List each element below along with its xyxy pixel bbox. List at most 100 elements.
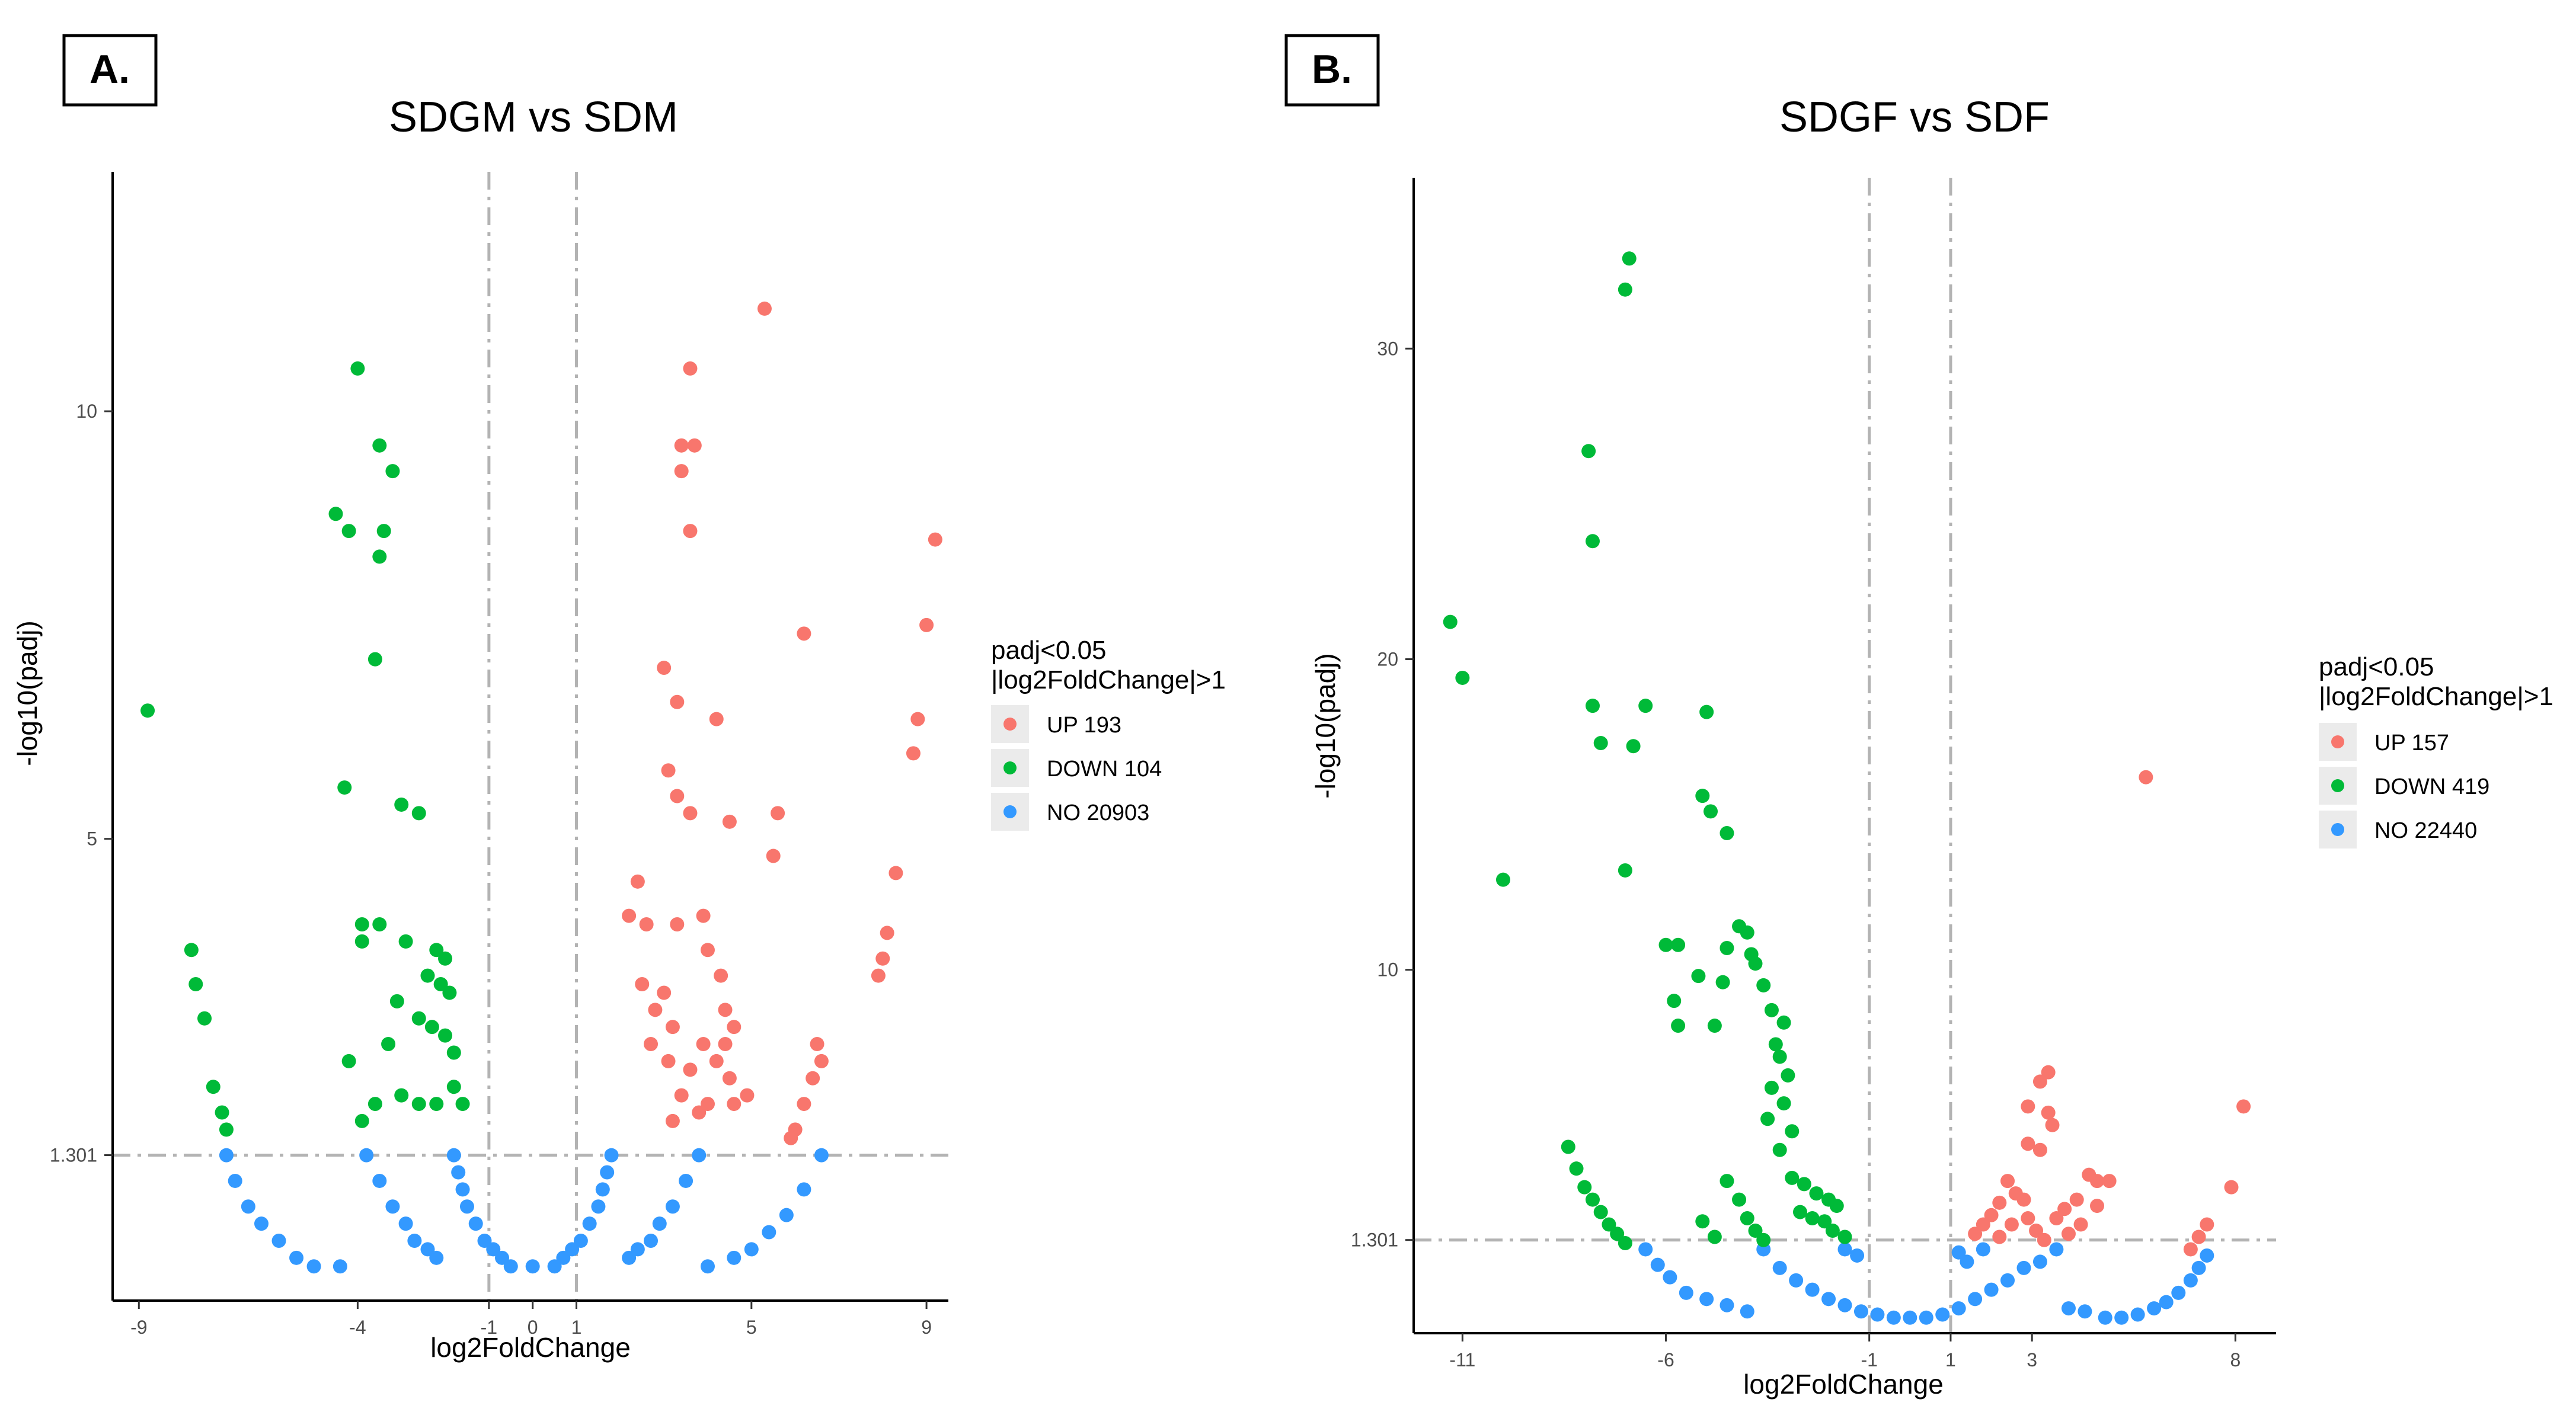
panel-a-label-box (62, 34, 158, 107)
panel-b-down-point (1618, 282, 1632, 297)
panel-a-no-point (486, 1242, 501, 1257)
panel-b-down-point (1455, 670, 1470, 685)
panel-b-no-point (1663, 1270, 1677, 1285)
panel-a-up-point (919, 617, 934, 632)
panel-a-x-tick-label: 0 (528, 1317, 538, 1338)
panel-b-down-point (1610, 1227, 1625, 1241)
panel-a-down-point (354, 1113, 369, 1128)
panel-a-y-tick-label: 10 (76, 401, 97, 422)
panel-b-down-point (1837, 1230, 1852, 1244)
panel-a-no-point (762, 1225, 776, 1240)
panel-b-down-point (1793, 1205, 1808, 1219)
panel-a-no-point (679, 1173, 693, 1188)
panel-a-up-point (692, 1105, 707, 1120)
panel-a-no-point (495, 1250, 510, 1265)
panel-b-no-point (2000, 1273, 2015, 1288)
panel-a-no-point (420, 1242, 435, 1257)
panel-a-down-point (446, 1080, 461, 1094)
panel-b-up-point (2057, 1202, 2072, 1216)
panel-a-up-point (635, 977, 650, 992)
panel-a-no-point (644, 1233, 659, 1248)
panel-a-up-point (910, 712, 925, 726)
panel-b-legend-no-swatch (2331, 823, 2344, 836)
panel-b-no-point (1951, 1301, 1966, 1316)
panel-a-down-point (354, 917, 369, 931)
panel-b-no-point (2147, 1301, 2162, 1316)
panel-b-no-point (1903, 1310, 1917, 1325)
panel-b-legend-title-line-1: padj<0.05 (2319, 652, 2434, 681)
panel-b-legend-up-swatch (2331, 735, 2344, 748)
panel-b-down-point (1695, 1214, 1710, 1229)
panel-b-no-point (1699, 1292, 1714, 1307)
panel-b-up-point (2041, 1065, 2056, 1080)
panel-b-down-point (1618, 863, 1632, 878)
panel-a-down-point (438, 1028, 453, 1043)
panel-a-up-point (722, 814, 737, 829)
panel-b-down-point (1707, 1019, 1722, 1033)
panel-b-no-point (2200, 1248, 2214, 1263)
panel-a-up-point (639, 917, 654, 931)
panel-b-no-point (1837, 1298, 1852, 1312)
panel-b-up-point (2236, 1099, 2251, 1114)
panel-a-up-point (771, 806, 785, 821)
panel-b-y-tick-label: 20 (1377, 649, 1398, 670)
panel-a-up-point (674, 1088, 689, 1103)
panel-a-up-point (709, 712, 724, 726)
panel-b-label-box (1284, 34, 1380, 107)
panel-b-no-point (2191, 1260, 2206, 1275)
panel-a-legend: padj<0.05 |log2FoldChange|>1 UP 193 DOWN… (991, 636, 1226, 831)
panel-a-up-point (670, 917, 685, 931)
panel-b-down-point (1740, 925, 1754, 940)
panel-b-down-point (1829, 1199, 1844, 1214)
panel-b-down-point (1809, 1186, 1824, 1201)
panel-a-up-point (718, 1003, 733, 1017)
panel-a-down-point (411, 806, 426, 821)
panel-b-legend-down-swatch (2331, 779, 2344, 792)
panel-a-y-ticks: 1.301 5 10 (50, 401, 113, 1166)
panel-a-no-point (228, 1173, 242, 1188)
panel-b-down-point (1581, 444, 1596, 459)
panel-b-down-point (1658, 937, 1673, 952)
panel-b-points (1443, 251, 2251, 1325)
panel-b-down-point (1626, 739, 1641, 754)
panel-a-up-point (696, 908, 711, 923)
panel-b-down-point (1443, 614, 1458, 629)
panel-b-up-point (1992, 1230, 2007, 1244)
panel-a-down-point (455, 1097, 470, 1112)
panel-b-x-tick-label: -6 (1657, 1349, 1674, 1371)
panel-b-down-point (1772, 1142, 1787, 1157)
panel-a-down-point (446, 1045, 461, 1060)
panel-a-up-point (648, 1003, 663, 1017)
panel-a-no-point (477, 1233, 492, 1248)
panel-a-legend-down-swatch (1003, 761, 1017, 774)
panel-a-up-point (906, 746, 921, 761)
panel-b-up-point (2021, 1099, 2035, 1114)
panel-b-no-point (2171, 1285, 2186, 1300)
panel-a-no-point (503, 1259, 518, 1274)
panel-a-down-point (337, 780, 352, 795)
panel-b-down-point (1695, 789, 1710, 803)
panel-a-up-point (727, 1020, 742, 1035)
panel-a-up-point (740, 1088, 755, 1103)
panel-b-down-point (1760, 1112, 1775, 1126)
panel-a-x-tick-label: -1 (481, 1317, 497, 1338)
panel-a-x-tick-label: -4 (349, 1317, 366, 1338)
panel-a-no-point (779, 1208, 794, 1222)
panel-b-no-point (2032, 1254, 2047, 1269)
panel-b-down-point (1776, 1096, 1791, 1111)
panel-b-up-point (2032, 1142, 2047, 1157)
panel-a-up-point (700, 1097, 715, 1112)
panel-b-no-point (1984, 1282, 1999, 1297)
panel-b-no-point (2183, 1273, 2198, 1288)
panel-b-down-point (1585, 699, 1600, 713)
panel-b-no-point (1886, 1310, 1901, 1325)
panel-a-up-point (928, 532, 942, 547)
panel-a-up-point (683, 524, 698, 539)
panel-a-up-point (875, 951, 890, 966)
panel-a-no-point (398, 1216, 413, 1231)
panel-a-down-point (215, 1105, 229, 1120)
panel-b-no-point (1960, 1254, 1974, 1269)
panel-a-up-point (814, 1054, 829, 1068)
panel-b-legend-down-label: DOWN 419 (2374, 774, 2489, 799)
